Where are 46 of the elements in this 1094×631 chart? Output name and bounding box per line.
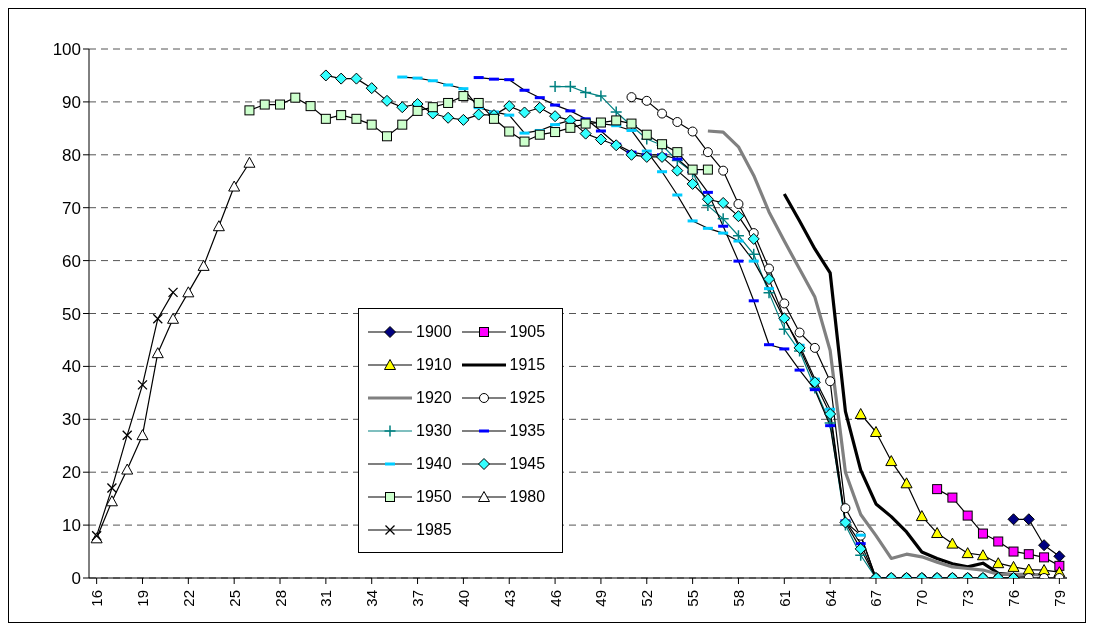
y-tick-label: 60 xyxy=(62,251,81,271)
x-tick-label: 28 xyxy=(271,590,289,607)
x-tick-label: 31 xyxy=(317,590,335,607)
x-tick-label: 58 xyxy=(729,590,747,607)
y-tick-label: 50 xyxy=(62,304,81,324)
legend-label: 1900 xyxy=(416,322,452,341)
y-tick-label: 0 xyxy=(71,569,81,589)
x-tick-label: 73 xyxy=(959,590,977,607)
legend-label: 1910 xyxy=(416,355,452,374)
x-tick-label: 67 xyxy=(867,590,885,607)
x-tick-label: 16 xyxy=(88,590,106,607)
x-tick-label: 70 xyxy=(913,590,931,607)
y-tick-label: 20 xyxy=(62,463,81,483)
x-tick-label: 34 xyxy=(363,590,381,607)
legend-label: 1985 xyxy=(416,520,452,539)
x-tick-label: 76 xyxy=(1005,590,1023,607)
x-tick-label: 40 xyxy=(454,590,472,607)
y-tick-label: 80 xyxy=(62,145,81,165)
x-tick-label: 79 xyxy=(1050,590,1068,607)
x-tick-label: 61 xyxy=(775,590,793,607)
legend-label: 1940 xyxy=(416,454,452,473)
legend-label: 1925 xyxy=(509,388,546,407)
y-tick-label: 30 xyxy=(62,410,81,430)
x-tick-label: 19 xyxy=(133,590,151,607)
legend-label: 1935 xyxy=(509,421,546,440)
x-tick-label: 64 xyxy=(821,590,839,607)
y-tick-label: 70 xyxy=(62,198,81,218)
y-tick-label: 10 xyxy=(62,516,81,536)
y-tick-label: 40 xyxy=(62,357,81,377)
x-tick-label: 46 xyxy=(546,590,564,607)
legend-label: 1905 xyxy=(509,322,546,341)
legend-label: 1915 xyxy=(509,355,546,374)
y-tick-label: 100 xyxy=(52,40,81,60)
x-tick-label: 25 xyxy=(225,590,243,607)
legend-label: 1950 xyxy=(416,487,452,506)
x-tick-label: 52 xyxy=(638,590,656,607)
x-tick-label: 49 xyxy=(592,590,610,607)
x-tick-label: 37 xyxy=(409,590,427,607)
legend-label: 1945 xyxy=(509,454,546,473)
y-tick-label: 90 xyxy=(62,92,81,112)
legend-label: 1920 xyxy=(416,388,452,407)
legend-label: 1980 xyxy=(509,487,546,506)
x-tick-label: 55 xyxy=(684,590,702,607)
x-tick-label: 43 xyxy=(500,590,518,607)
x-tick-label: 22 xyxy=(179,590,197,607)
legend-label: 1930 xyxy=(416,421,452,440)
